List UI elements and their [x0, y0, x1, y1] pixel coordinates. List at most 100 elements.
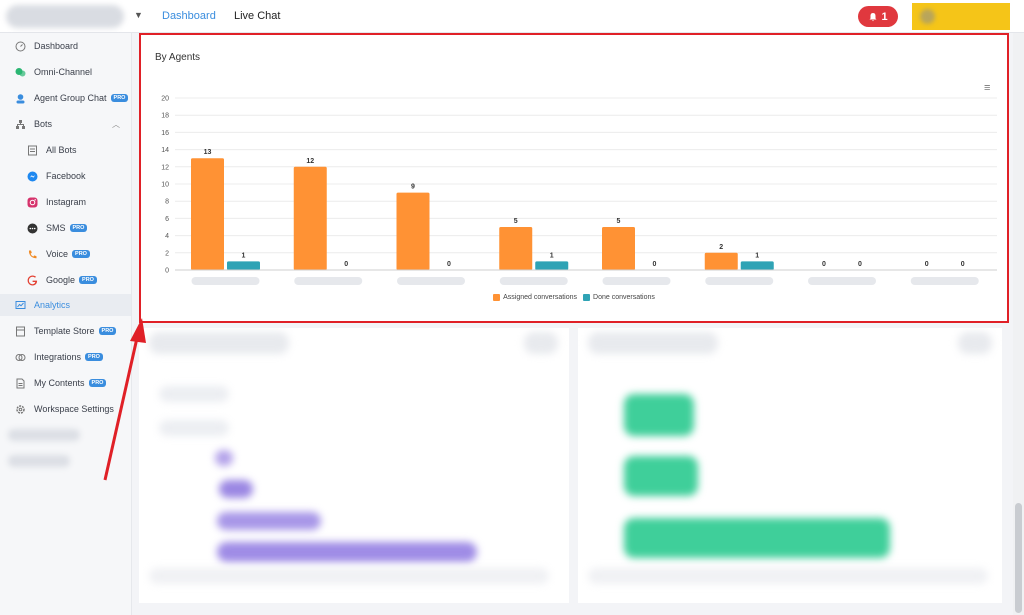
avatar	[920, 9, 935, 24]
x-tick-label-blurred	[191, 277, 260, 285]
y-tick-label: 10	[161, 182, 169, 189]
legend-item-assigned[interactable]: Assigned conversations	[493, 294, 577, 301]
bar[interactable]	[396, 192, 430, 270]
blurred-sidebar-item[interactable]	[8, 455, 70, 467]
legend-item-done[interactable]: Done conversations	[583, 294, 655, 301]
google-icon	[26, 274, 38, 286]
chart-legend: Assigned conversations Done conversation…	[141, 294, 1007, 301]
blurred-bar	[624, 518, 890, 558]
sidebar-item-dashboard[interactable]: Dashboard	[0, 35, 131, 57]
page-scrollbar[interactable]	[1013, 33, 1024, 615]
sidebar-item-analytics[interactable]: Analytics	[0, 294, 131, 316]
data-label: 0	[961, 261, 965, 268]
y-tick-label: 14	[161, 147, 169, 154]
sidebar: Dashboard Omni-Channel Agent Group Chat …	[0, 33, 132, 615]
sidebar-item-label: Omni-Channel	[34, 67, 93, 77]
bar[interactable]	[499, 227, 533, 270]
blurred-control	[958, 332, 992, 354]
sidebar-item-facebook[interactable]: Facebook	[0, 165, 131, 187]
legend-label: Assigned conversations	[503, 294, 578, 301]
bar[interactable]	[602, 227, 635, 270]
blurred-bar	[217, 512, 321, 530]
tab-live-chat[interactable]: Live Chat	[234, 10, 281, 22]
pro-badge: PRO	[72, 250, 90, 258]
y-tick-label: 2	[165, 250, 169, 257]
tab-dashboard[interactable]: Dashboard	[162, 10, 216, 22]
sidebar-item-label: Instagram	[46, 197, 87, 207]
data-label: 0	[858, 261, 862, 268]
template-icon	[14, 325, 26, 337]
pro-badge: PRO	[110, 94, 129, 102]
x-tick-label-blurred	[910, 277, 979, 285]
blurred-bar	[624, 456, 698, 496]
chevron-down-icon[interactable]: ▼	[134, 10, 143, 20]
sidebar-item-instagram[interactable]: Instagram	[0, 191, 131, 213]
x-tick-label-blurred	[602, 277, 671, 285]
blurred-sidebar-item[interactable]	[8, 429, 80, 441]
sidebar-item-label: Facebook	[46, 171, 86, 181]
data-label: 5	[514, 218, 518, 225]
sidebar-item-my-contents[interactable]: My Contents PRO	[0, 372, 131, 394]
data-label: 0	[344, 261, 348, 268]
sidebar-item-label: My Contents	[34, 378, 85, 388]
sidebar-item-label: Agent Group Chat	[34, 93, 107, 103]
y-tick-label: 4	[165, 233, 169, 240]
blurred-control	[524, 332, 558, 354]
sidebar-item-agent-group-chat[interactable]: Agent Group Chat PRO	[0, 87, 131, 109]
blurred-axis	[588, 568, 988, 584]
card-title: By Agents	[155, 52, 201, 63]
notification-button[interactable]: 1	[858, 6, 898, 27]
blurred-bar	[219, 480, 253, 498]
sidebar-item-label: Workspace Settings	[34, 404, 114, 414]
sidebar-item-all-bots[interactable]: All Bots	[0, 139, 131, 161]
profile-menu[interactable]	[912, 3, 1010, 30]
sidebar-item-label: Google	[46, 275, 76, 285]
instagram-icon	[26, 196, 38, 208]
data-label: 0	[447, 261, 451, 268]
bar[interactable]	[191, 158, 224, 270]
notification-count: 1	[881, 10, 888, 23]
data-label: 2	[719, 244, 723, 251]
bar[interactable]	[227, 261, 260, 270]
sidebar-item-sms[interactable]: SMS PRO	[0, 217, 131, 239]
legend-swatch	[493, 294, 501, 301]
legend-label: Done conversations	[593, 294, 655, 301]
blurred-panel-left	[139, 328, 569, 603]
dashboard-icon	[14, 40, 26, 52]
messenger-icon	[26, 170, 38, 182]
sidebar-item-label: Bots	[34, 119, 53, 129]
blurred-label	[159, 420, 229, 436]
list-icon	[26, 144, 38, 156]
hamburger-menu-icon[interactable]: ≡	[984, 82, 991, 94]
integrations-icon	[14, 351, 26, 363]
sidebar-item-template-store[interactable]: Template Store PRO	[0, 320, 131, 342]
sidebar-item-workspace-settings[interactable]: Workspace Settings	[0, 398, 131, 420]
chevron-up-icon[interactable]: ︿	[112, 119, 120, 129]
workspace-selector[interactable]	[6, 5, 124, 28]
data-label: 0	[653, 261, 657, 268]
sidebar-item-integrations[interactable]: Integrations PRO	[0, 346, 131, 368]
blurred-header	[588, 332, 718, 354]
bar[interactable]	[740, 261, 774, 270]
bar[interactable]	[535, 261, 569, 270]
data-label: 12	[306, 158, 314, 165]
sidebar-item-omni-channel[interactable]: Omni-Channel	[0, 61, 131, 83]
scrollbar-thumb[interactable]	[1015, 503, 1022, 613]
data-label: 0	[925, 261, 929, 268]
pro-badge: PRO	[98, 327, 117, 335]
pro-badge: PRO	[85, 353, 103, 361]
sidebar-item-google[interactable]: Google PRO	[0, 269, 131, 291]
pro-badge: PRO	[88, 379, 107, 387]
x-tick-label-blurred	[397, 277, 465, 285]
bar[interactable]	[293, 166, 327, 270]
blurred-panel-right	[578, 328, 1002, 603]
bar[interactable]	[704, 252, 738, 270]
contents-icon	[14, 377, 26, 389]
y-tick-label: 20	[161, 96, 169, 103]
sidebar-item-bots[interactable]: Bots ︿	[0, 113, 131, 135]
y-tick-label: 0	[165, 268, 169, 275]
phone-icon	[26, 248, 38, 260]
y-tick-label: 16	[161, 130, 169, 137]
sidebar-item-voice[interactable]: Voice PRO	[0, 243, 131, 265]
